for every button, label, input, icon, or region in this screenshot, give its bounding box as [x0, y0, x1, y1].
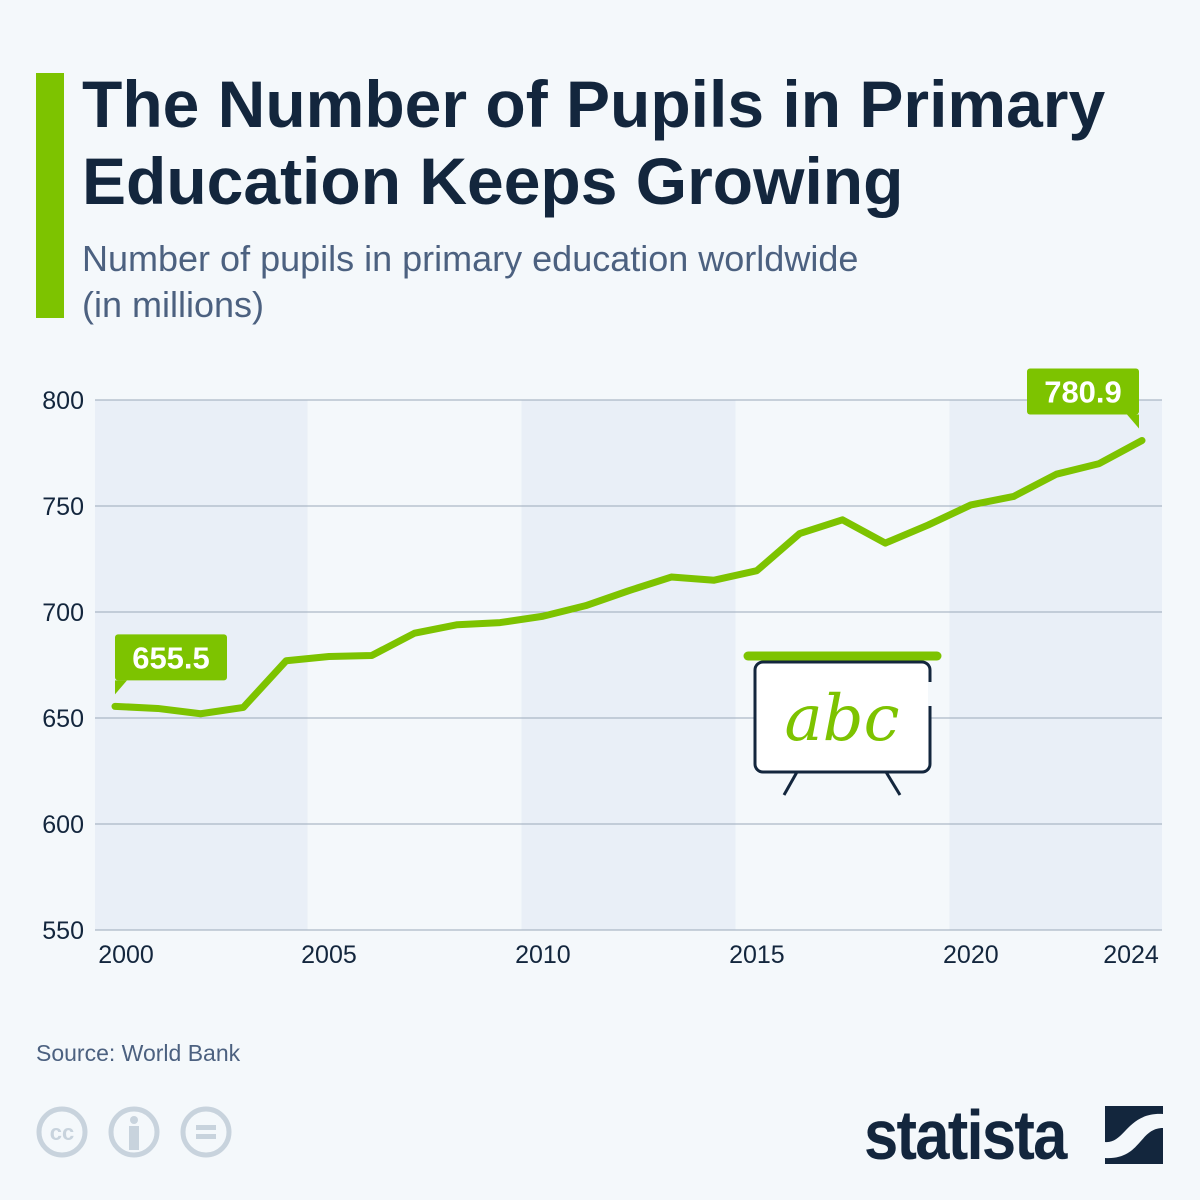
x-tick-label: 2000 [98, 941, 154, 969]
x-tick-label: 2024 [1103, 941, 1159, 969]
data-label-box [115, 634, 227, 681]
y-tick-label: 600 [42, 811, 84, 839]
svg-text:cc: cc [50, 1120, 74, 1145]
x-tick-label: 2005 [301, 941, 357, 969]
data-label: 655.5 [115, 634, 227, 695]
y-tick-label: 700 [42, 599, 84, 627]
background-band [521, 400, 736, 930]
blackboard-icon: abc [743, 651, 942, 796]
y-tick-label: 800 [42, 387, 84, 415]
y-tick-label: 750 [42, 493, 84, 521]
cc-icon: cc [36, 1106, 88, 1158]
x-tick-label: 2010 [515, 941, 571, 969]
data-label-box [1027, 368, 1139, 415]
svg-text:abc: abc [785, 682, 900, 756]
attribution-icon [108, 1106, 160, 1158]
x-tick-label: 2015 [729, 941, 785, 969]
line-chart: abc 550 600 650 700 750 800 2000 2005 2010 2015 2… [42, 368, 1162, 969]
y-tick-label: 650 [42, 705, 84, 733]
accent-bar [36, 73, 64, 318]
chart-title: The Number of Pupils in Primary Educatio… [82, 67, 1106, 218]
chart-subtitle: Number of pupils in primary education wo… [82, 238, 859, 325]
data-label-pointer [1127, 414, 1139, 429]
statista-logo: statista [864, 1096, 1067, 1174]
y-tick-label: 550 [42, 917, 84, 945]
x-tick-label: 2020 [943, 941, 999, 969]
data-label-text: 655.5 [132, 640, 210, 675]
data-label-text: 780.9 [1044, 374, 1122, 409]
no-derivatives-icon [180, 1106, 232, 1158]
series-line [111, 436, 1146, 718]
data-label-pointer [115, 680, 127, 695]
background-band [949, 400, 1162, 930]
source-text: Source: World Bank [36, 1040, 241, 1066]
data-label: 780.9 [1027, 368, 1139, 429]
statista-logo-icon [1105, 1106, 1163, 1164]
